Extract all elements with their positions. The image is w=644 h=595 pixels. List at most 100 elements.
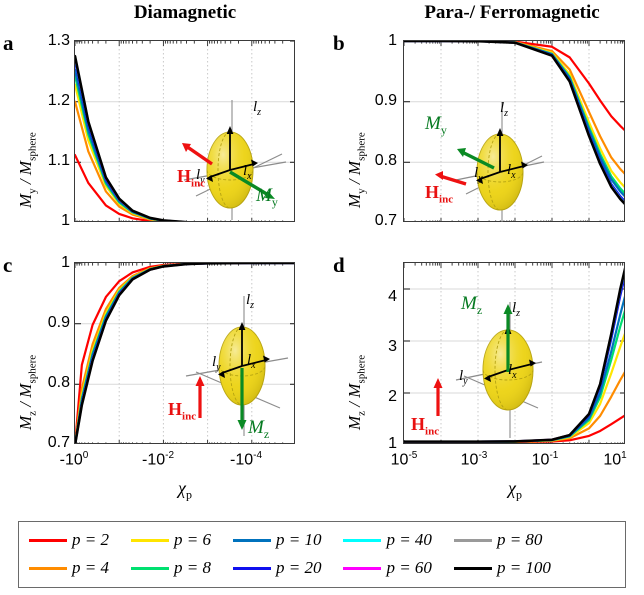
panel-b-inset-ly: ly bbox=[474, 165, 483, 184]
panel-b-ytick-2: 0.8 bbox=[374, 152, 397, 169]
legend-label-p4: p = 4 bbox=[72, 558, 109, 577]
panel-b-inset-my: My bbox=[425, 113, 447, 137]
panel-letter-b: b bbox=[333, 31, 345, 55]
panel-a-axes bbox=[74, 40, 295, 222]
legend-item-p100[interactable]: p = 100 bbox=[453, 558, 551, 578]
panel-a-inset-ly: ly bbox=[196, 167, 205, 186]
panel-d-inset-hinc: Hinc bbox=[411, 414, 440, 438]
panel-b-ylabel: My / Msphere bbox=[345, 132, 368, 208]
panel-c-ytick-1: 0.9 bbox=[47, 314, 70, 331]
panel-a-inset-diagram bbox=[182, 100, 287, 220]
legend-label-p8: p = 8 bbox=[173, 558, 211, 577]
panel-a-ytick-3: 1 bbox=[61, 212, 70, 229]
panel-a-ylabel: My / Msphere bbox=[16, 132, 39, 208]
legend-swatch-p6 bbox=[130, 538, 169, 542]
panel-a-plot bbox=[75, 41, 294, 221]
legend-label-p80: p = 80 bbox=[496, 530, 543, 549]
panel-b-inset-lx: lx bbox=[507, 162, 516, 181]
panel-c-xtick-1: -10-2 bbox=[141, 450, 175, 469]
panel-b-ytick-3: 0.7 bbox=[374, 212, 397, 229]
series-100 bbox=[404, 41, 624, 205]
legend-item-p4[interactable]: p = 4 bbox=[29, 558, 109, 578]
legend-item-p10[interactable]: p = 10 bbox=[232, 530, 322, 550]
panel-c-ytick-0: 1 bbox=[61, 254, 70, 271]
panel-a-inset-hinc: Hinc bbox=[177, 166, 206, 190]
legend-item-p20[interactable]: p = 20 bbox=[232, 558, 322, 578]
panel-d-inset-ly: ly bbox=[459, 368, 468, 387]
panel-a-inset-lz: lz bbox=[253, 99, 262, 118]
series-100 bbox=[404, 267, 624, 443]
panel-a-inset-my: My bbox=[256, 185, 278, 209]
panel-letter-d: d bbox=[333, 253, 345, 277]
panel-d-xtick-1: 10-3 bbox=[460, 450, 488, 469]
panel-b-ytick-1: 0.9 bbox=[374, 92, 397, 109]
panel-d-xtick-0: 10-5 bbox=[390, 450, 418, 469]
panel-b-plot bbox=[404, 41, 624, 221]
legend-label-p6: p = 6 bbox=[173, 530, 211, 549]
panel-d-inset-diagram bbox=[433, 302, 543, 438]
panel-b-inset-lz: lz bbox=[500, 100, 509, 119]
legend-swatch-p10 bbox=[232, 538, 271, 542]
panel-letter-a: a bbox=[3, 31, 14, 55]
legend-swatch-p20 bbox=[232, 566, 271, 570]
panel-c-xtick-0: -100 bbox=[59, 450, 89, 469]
panel-d-ytick-2: 2 bbox=[388, 388, 397, 405]
panel-c-inset-lz: lz bbox=[246, 292, 255, 311]
legend-swatch-p60 bbox=[343, 566, 382, 570]
series-2 bbox=[75, 153, 166, 221]
panel-b-ytick-0: 1 bbox=[388, 32, 397, 49]
panel-d-inset-mz: Mz bbox=[461, 293, 483, 317]
panel-d-xlabel: χp bbox=[508, 478, 522, 502]
panel-c-inset-lx: lx bbox=[247, 352, 256, 371]
panel-b-inset-diagram bbox=[435, 102, 545, 222]
series-100 bbox=[75, 54, 190, 221]
panel-c-xtick-2: -10-4 bbox=[229, 450, 263, 469]
legend-label-p10: p = 10 bbox=[275, 530, 322, 549]
panel-letter-c: c bbox=[3, 253, 13, 277]
legend-row-bottom: p = 4 p = 8 p = 20 p = 60 p = 100 bbox=[29, 558, 551, 578]
panel-d-xtick-3: 101 bbox=[603, 450, 627, 469]
panel-a-ytick-0: 1.3 bbox=[47, 32, 70, 49]
panel-a-ytick-2: 1.1 bbox=[47, 152, 70, 169]
panel-c-xlabel: χp bbox=[178, 478, 192, 502]
legend-box: p = 2 p = 6 p = 10 p = 40 p = 80 p bbox=[18, 521, 626, 588]
panel-c-plot bbox=[75, 263, 294, 443]
legend-item-p8[interactable]: p = 8 bbox=[130, 558, 211, 578]
panel-c-inset-ly: ly bbox=[212, 354, 221, 373]
legend-row-top: p = 2 p = 6 p = 10 p = 40 p = 80 bbox=[29, 530, 542, 550]
panel-d-inset-lx: lx bbox=[508, 362, 517, 381]
legend-label-p100: p = 100 bbox=[496, 558, 551, 577]
panel-d-ytick-1: 3 bbox=[388, 338, 397, 355]
panel-d-inset-lz: lz bbox=[512, 300, 521, 319]
panel-a-inset-lx: lx bbox=[243, 163, 252, 182]
legend-label-p2: p = 2 bbox=[72, 530, 109, 549]
panel-c-axes bbox=[74, 262, 295, 444]
legend-item-p40[interactable]: p = 40 bbox=[343, 530, 432, 550]
panel-c-ytick-3: 0.7 bbox=[47, 434, 70, 451]
legend-item-p2[interactable]: p = 2 bbox=[29, 530, 109, 550]
panel-b-inset-hinc: Hinc bbox=[425, 182, 454, 206]
panel-c-inset-hinc: Hinc bbox=[168, 399, 197, 423]
legend-swatch-p2 bbox=[29, 538, 67, 542]
column-title-para-ferromagnetic: Para-/ Ferromagnetic bbox=[424, 2, 600, 23]
legend-swatch-p4 bbox=[29, 566, 67, 570]
legend-item-p6[interactable]: p = 6 bbox=[130, 530, 211, 550]
legend-label-p60: p = 60 bbox=[386, 558, 432, 577]
column-title-diamagnetic: Diamagnetic bbox=[133, 2, 237, 23]
legend-swatch-p80 bbox=[453, 538, 492, 542]
panel-c-ylabel: Mz / Msphere bbox=[16, 354, 39, 430]
legend-label-p40: p = 40 bbox=[386, 530, 432, 549]
panel-c-inset-mz: Mz bbox=[248, 417, 270, 441]
legend-label-p20: p = 20 bbox=[275, 558, 322, 577]
legend-item-p60[interactable]: p = 60 bbox=[343, 558, 432, 578]
panel-d-xtick-2: 10-1 bbox=[531, 450, 559, 469]
panel-c-inset-diagram bbox=[185, 296, 289, 436]
series-100 bbox=[75, 263, 294, 443]
legend-item-p80[interactable]: p = 80 bbox=[453, 530, 543, 550]
panel-a-ytick-1: 1.2 bbox=[47, 92, 70, 109]
legend-swatch-p8 bbox=[130, 566, 169, 570]
legend-swatch-p100 bbox=[453, 566, 492, 570]
panel-d-ytick-3: 1 bbox=[388, 435, 397, 452]
panel-c-ytick-2: 0.8 bbox=[47, 374, 70, 391]
